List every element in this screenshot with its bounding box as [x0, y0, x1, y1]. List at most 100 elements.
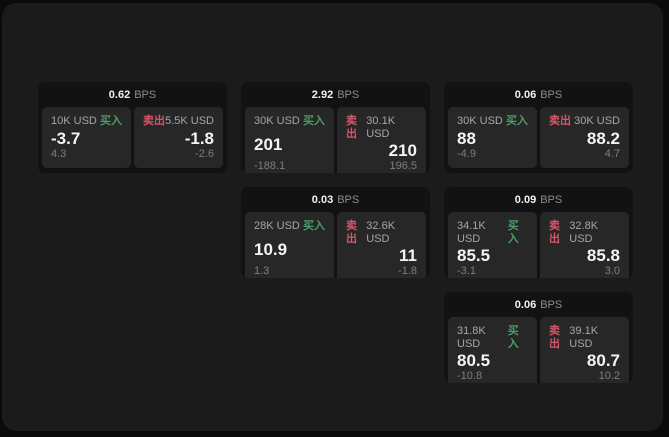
buy-size-label: 34.1K USD [457, 220, 486, 245]
buy-quote-panel[interactable]: 28K USD 买入 10.9 1.3 [245, 212, 334, 278]
sell-price: 88.2 [586, 128, 620, 148]
sell-top-row: 卖出 32.6K USD [346, 220, 417, 246]
buy-sub-value: 4.3 [51, 148, 67, 160]
bps-unit-label: BPS [540, 298, 563, 311]
buy-top-row: 10K USD 买入 [51, 115, 122, 128]
buy-size-label: 10K USD [51, 115, 97, 127]
sell-quote-panel[interactable]: 卖出 32.6K USD 11 -1.8 [337, 212, 426, 278]
sell-tag: 卖出 [549, 115, 571, 127]
buy-price: 85.5 [457, 246, 491, 265]
sell-sub-value: 10.2 [598, 370, 620, 382]
quote-body: 34.1K USD 买入 85.5 -3.1 卖出 32.8K USD 85.8… [444, 212, 633, 278]
sell-sub-value: -2.6 [195, 148, 214, 160]
quote-body: 28K USD 买入 10.9 1.3 卖出 32.6K USD 11 -1.8 [241, 212, 430, 278]
spread-value: 0.62 [108, 88, 131, 101]
buy-tag: 买入 [100, 115, 122, 127]
quote-card: 0.06 BPS 31.8K USD 买入 80.5 -10.8 卖出 39.1… [444, 292, 633, 383]
sell-top-row: 卖出 30K USD [549, 115, 620, 128]
buy-sub-value: -10.8 [457, 370, 483, 382]
buy-quote-panel[interactable]: 34.1K USD 买入 85.5 -3.1 [448, 212, 537, 278]
sell-size-label: 30.1K USD [366, 115, 396, 140]
quote-grid: 0.62 BPS 10K USD 买入 -3.7 4.3 卖出 5.5K USD [38, 82, 633, 383]
sell-tag: 卖出 [346, 220, 357, 245]
sell-quote-panel[interactable]: 卖出 5.5K USD -1.8 -2.6 [134, 107, 223, 168]
buy-sub-value: -188.1 [254, 160, 286, 172]
sell-price: -1.8 [184, 128, 214, 148]
sell-tag: 卖出 [143, 115, 165, 127]
buy-size-label: 31.8K USD [457, 325, 486, 350]
sell-size-label: 5.5K USD [165, 115, 214, 127]
sell-quote-panel[interactable]: 卖出 30.1K USD 210 196.5 [337, 107, 426, 173]
sell-tag: 卖出 [549, 220, 560, 245]
sell-top-row: 卖出 32.8K USD [549, 220, 620, 246]
spread-header: 0.03 BPS [241, 187, 430, 212]
buy-sub-value: -3.1 [457, 265, 476, 277]
spread-header: 0.06 BPS [444, 82, 633, 107]
quote-body: 31.8K USD 买入 80.5 -10.8 卖出 39.1K USD 80.… [444, 317, 633, 383]
sell-price: 85.8 [586, 246, 620, 265]
sell-top-row: 卖出 5.5K USD [143, 115, 214, 128]
spread-header: 2.92 BPS [241, 82, 430, 107]
buy-top-row: 28K USD 买入 [254, 220, 325, 233]
spread-header: 0.09 BPS [444, 187, 633, 212]
spread-header: 0.62 BPS [38, 82, 227, 107]
sell-sub-value: 4.7 [604, 148, 620, 160]
sell-price: 80.7 [586, 351, 620, 370]
sell-quote-panel[interactable]: 卖出 32.8K USD 85.8 3.0 [540, 212, 629, 278]
buy-quote-panel[interactable]: 30K USD 买入 88 -4.9 [448, 107, 537, 168]
buy-quote-panel[interactable]: 30K USD 买入 201 -188.1 [245, 107, 334, 173]
buy-size-label: 28K USD [254, 220, 300, 232]
buy-tag: 买入 [303, 115, 325, 127]
sell-size-label: 32.6K USD [366, 220, 396, 245]
buy-tag: 买入 [507, 220, 519, 245]
buy-price: -3.7 [51, 128, 81, 148]
sell-size-label: 32.8K USD [569, 220, 599, 245]
bps-unit-label: BPS [337, 193, 360, 206]
buy-price: 201 [254, 134, 283, 154]
bps-unit-label: BPS [134, 88, 157, 101]
sell-price: 11 [399, 246, 417, 265]
spread-value: 0.09 [514, 193, 537, 206]
spread-value: 2.92 [311, 88, 334, 101]
buy-size-label: 30K USD [254, 115, 300, 127]
buy-top-row: 30K USD 买入 [254, 115, 325, 128]
quote-card: 0.06 BPS 30K USD 买入 88 -4.9 卖出 30K USD [444, 82, 633, 173]
buy-top-row: 34.1K USD 买入 [457, 220, 528, 246]
sell-top-row: 卖出 30.1K USD [346, 115, 417, 141]
sell-sub-value: 3.0 [604, 265, 620, 277]
sell-price: 210 [388, 141, 417, 160]
buy-quote-panel[interactable]: 10K USD 买入 -3.7 4.3 [42, 107, 131, 168]
buy-top-row: 31.8K USD 买入 [457, 325, 528, 351]
quote-card: 2.92 BPS 30K USD 买入 201 -188.1 卖出 30.1K … [241, 82, 430, 173]
buy-sub-value: -4.9 [457, 148, 476, 160]
buy-tag: 买入 [303, 220, 325, 232]
quote-card: 0.62 BPS 10K USD 买入 -3.7 4.3 卖出 5.5K USD [38, 82, 227, 173]
sell-sub-value: -1.8 [398, 265, 417, 277]
buy-sub-value: 1.3 [254, 265, 270, 277]
sell-size-label: 30K USD [574, 115, 620, 127]
bps-unit-label: BPS [540, 88, 563, 101]
sell-sub-value: 196.5 [389, 160, 417, 172]
buy-price: 80.5 [457, 351, 491, 370]
spread-value: 0.06 [514, 298, 537, 311]
bps-unit-label: BPS [337, 88, 360, 101]
sell-quote-panel[interactable]: 卖出 30K USD 88.2 4.7 [540, 107, 629, 168]
buy-price: 88 [457, 128, 476, 148]
buy-tag: 买入 [506, 115, 528, 127]
buy-quote-panel[interactable]: 31.8K USD 买入 80.5 -10.8 [448, 317, 537, 383]
sell-tag: 卖出 [549, 325, 560, 350]
buy-tag: 买入 [507, 325, 519, 350]
sell-quote-panel[interactable]: 卖出 39.1K USD 80.7 10.2 [540, 317, 629, 383]
sell-tag: 卖出 [346, 115, 357, 140]
quote-body: 10K USD 买入 -3.7 4.3 卖出 5.5K USD -1.8 -2.… [38, 107, 227, 173]
sell-size-label: 39.1K USD [569, 325, 599, 350]
quote-board-surface: 0.62 BPS 10K USD 买入 -3.7 4.3 卖出 5.5K USD [2, 3, 663, 431]
buy-top-row: 30K USD 买入 [457, 115, 528, 128]
quote-card: 0.03 BPS 28K USD 买入 10.9 1.3 卖出 32.6K US… [241, 187, 430, 278]
spread-header: 0.06 BPS [444, 292, 633, 317]
buy-price: 10.9 [254, 239, 288, 259]
spread-value: 0.03 [311, 193, 334, 206]
quote-body: 30K USD 买入 88 -4.9 卖出 30K USD 88.2 4.7 [444, 107, 633, 173]
buy-size-label: 30K USD [457, 115, 503, 127]
bps-unit-label: BPS [540, 193, 563, 206]
